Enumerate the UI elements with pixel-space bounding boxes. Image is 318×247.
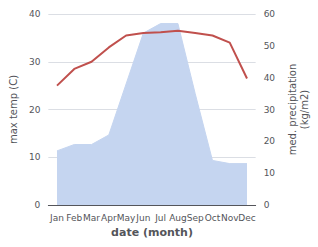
svg-text:50: 50 [264, 41, 276, 51]
svg-text:0: 0 [35, 200, 41, 210]
svg-text:Mar: Mar [83, 213, 100, 223]
svg-text:Aug: Aug [169, 213, 187, 223]
svg-text:Nov: Nov [221, 213, 239, 223]
svg-text:Jul: Jul [154, 213, 166, 223]
svg-text:30: 30 [264, 105, 276, 115]
svg-text:Feb: Feb [66, 213, 82, 223]
svg-text:May: May [117, 213, 136, 223]
svg-text:10: 10 [29, 152, 41, 162]
svg-text:20: 20 [29, 105, 41, 115]
svg-text:date (month): date (month) [111, 226, 193, 239]
svg-text:10: 10 [264, 168, 276, 178]
svg-text:40: 40 [29, 9, 41, 19]
svg-text:Jan: Jan [49, 213, 64, 223]
svg-text:med. precipitation: med. precipitation [287, 64, 298, 156]
svg-text:60: 60 [264, 9, 276, 19]
svg-text:Dec: Dec [238, 213, 255, 223]
svg-text:Oct: Oct [205, 213, 221, 223]
svg-text:(kg/m2): (kg/m2) [299, 90, 310, 130]
svg-text:max temp (C): max temp (C) [8, 75, 19, 144]
svg-text:40: 40 [264, 73, 276, 83]
svg-text:30: 30 [29, 57, 41, 67]
svg-text:0: 0 [264, 200, 270, 210]
svg-text:20: 20 [264, 136, 276, 146]
svg-text:Sep: Sep [187, 213, 204, 223]
svg-text:Jun: Jun [135, 213, 150, 223]
svg-text:Apr: Apr [101, 213, 117, 223]
